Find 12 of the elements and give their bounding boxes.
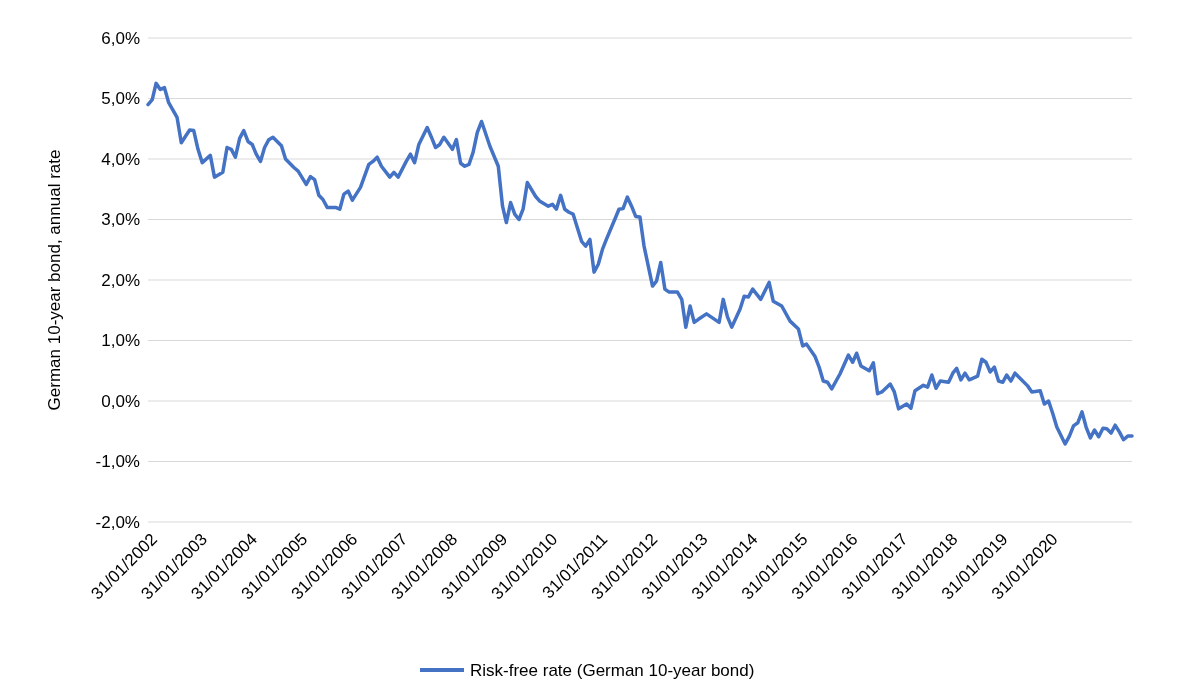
y-tick-label: 2,0% bbox=[101, 270, 140, 290]
y-tick-label: 1,0% bbox=[101, 331, 140, 351]
line-series bbox=[146, 81, 1134, 446]
y-tick-label: -2,0% bbox=[95, 512, 140, 532]
legend-label: Risk-free rate (German 10-year bond) bbox=[470, 660, 755, 680]
y-tick-label: 4,0% bbox=[101, 149, 140, 169]
y-tick-label: 3,0% bbox=[101, 210, 140, 230]
y-tick-label: 5,0% bbox=[101, 89, 140, 109]
y-axis-title: German 10-year bond, annual rate bbox=[45, 149, 64, 411]
y-tick-label: -1,0% bbox=[95, 452, 140, 472]
y-tick-label: 0,0% bbox=[101, 391, 140, 411]
y-tick-label: 6,0% bbox=[101, 28, 140, 48]
